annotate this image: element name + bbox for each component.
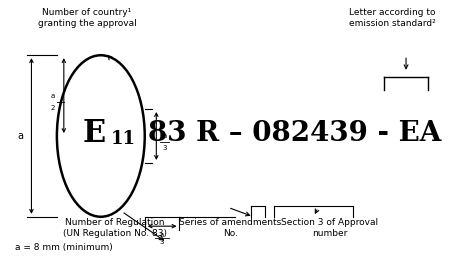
Text: a: a (50, 93, 54, 99)
Text: Letter according to
emission standard²: Letter according to emission standard² (348, 8, 435, 27)
Text: a = 8 mm (minimum): a = 8 mm (minimum) (15, 243, 113, 252)
Text: 3: 3 (162, 145, 167, 151)
Text: 83 R – 082439 - EA: 83 R – 082439 - EA (148, 120, 441, 147)
Text: Number of country¹
granting the approval: Number of country¹ granting the approval (38, 8, 136, 27)
Text: Series of amendments
No.: Series of amendments No. (179, 218, 281, 237)
Text: a: a (162, 133, 167, 139)
Text: a: a (159, 231, 164, 237)
Text: E: E (82, 118, 105, 149)
Text: Number of Regulation
(UN Regulation No. 83): Number of Regulation (UN Regulation No. … (62, 218, 166, 237)
Text: 2: 2 (50, 105, 54, 111)
Text: 11: 11 (110, 130, 135, 148)
Text: a: a (17, 131, 23, 141)
Text: 3: 3 (159, 239, 164, 245)
Text: Section 3 of Approval
number: Section 3 of Approval number (280, 218, 377, 237)
